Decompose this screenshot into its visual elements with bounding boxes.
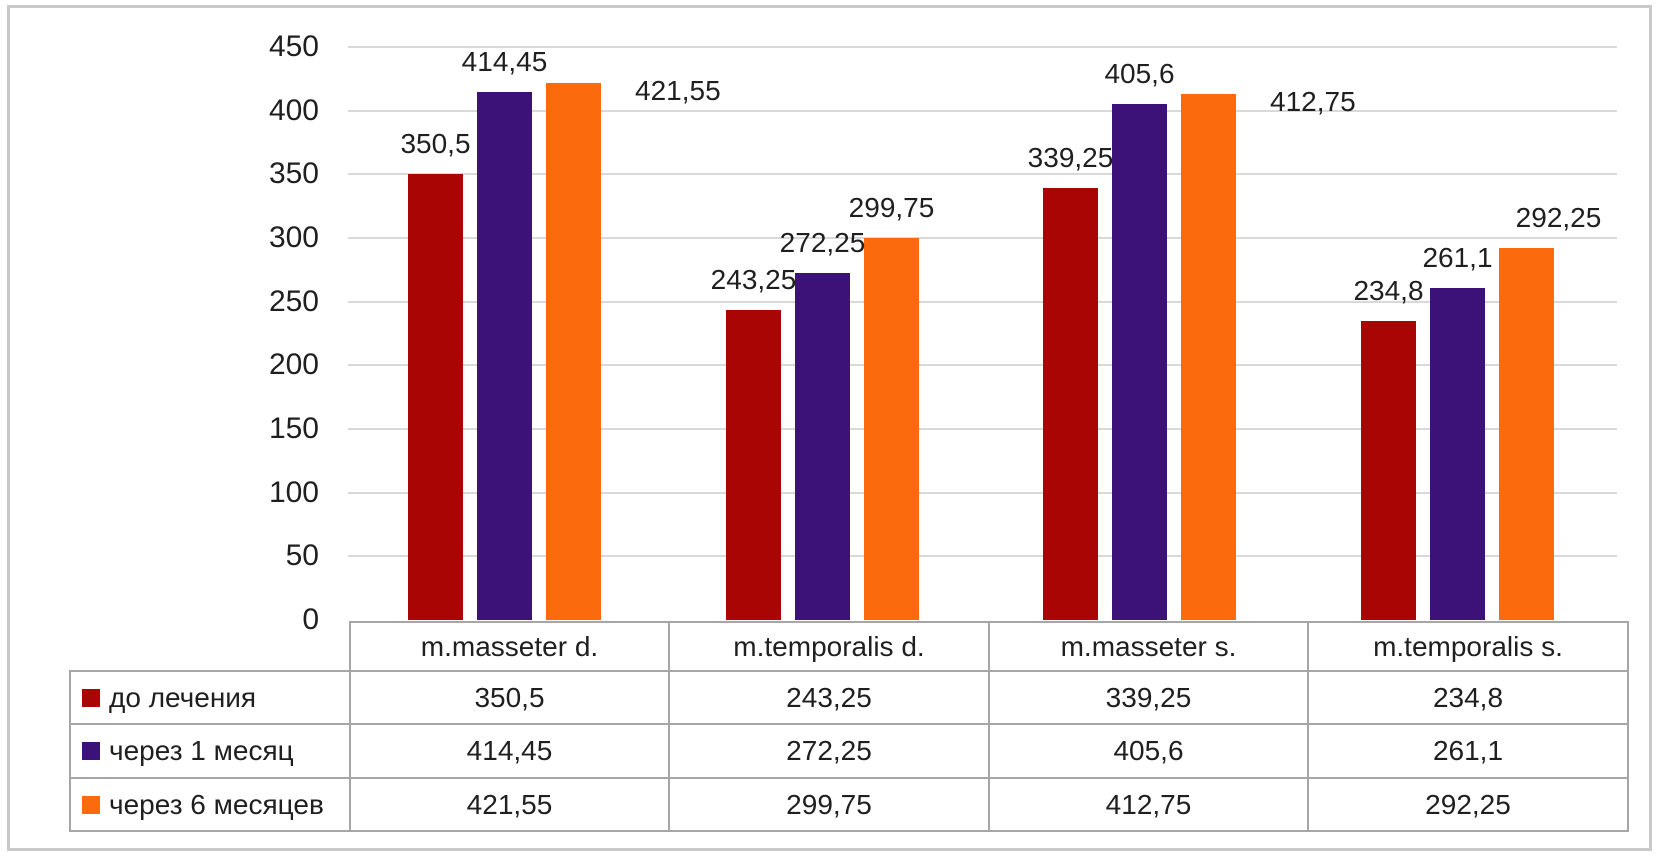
data-label-series3-cat2: 299,75 [848, 192, 935, 223]
bar-series1-cat3 [1043, 188, 1098, 620]
gridline-300 [348, 237, 1617, 239]
data-label-series2-cat2: 272,25 [779, 227, 866, 258]
data-label-series2-cat4: 261,1 [1422, 242, 1493, 273]
data-label-series3-cat3: 412,75 [1270, 86, 1356, 117]
table-header-cell-4: m.temporalis s. [1307, 621, 1629, 672]
bar-series3-cat3 [1181, 94, 1236, 620]
y-axis-tick-label-300: 300 [268, 221, 319, 254]
y-axis-tick-label-0: 0 [302, 603, 319, 636]
table-value-cell-r3-c2: 299,75 [668, 777, 990, 832]
legend-series-name: до лечения [109, 681, 257, 713]
table-value-cell-r2-c2: 272,25 [668, 723, 990, 779]
table-value-cell-r3-c4: 292,25 [1307, 777, 1629, 832]
bar-series3-cat1 [546, 83, 601, 620]
table-value-cell-r1-c2: 243,25 [668, 670, 990, 725]
y-axis-tick-label-450: 450 [268, 30, 319, 63]
data-label-series1-cat1: 350,5 [400, 128, 471, 159]
legend-cell-1: до лечения [69, 670, 351, 725]
y-axis-tick-label-50: 50 [285, 539, 319, 572]
data-label-series3-cat1: 421,55 [635, 75, 721, 106]
data-label-series2-cat1: 414,45 [461, 46, 548, 77]
y-axis-tick-label-400: 400 [268, 94, 319, 127]
table-value-cell-r2-c1: 414,45 [349, 723, 670, 779]
gridline-350 [348, 173, 1617, 175]
table-value-cell-r2-c4: 261,1 [1307, 723, 1629, 779]
y-axis-tick-label-150: 150 [268, 412, 319, 445]
gridline-50 [348, 555, 1617, 557]
bar-series1-cat4 [1361, 321, 1416, 620]
bar-series1-cat2 [726, 310, 781, 620]
table-row-2: через 1 месяц 414,45 272,25 405,6 261,1 [69, 723, 1629, 779]
y-axis-tick-label-250: 250 [268, 285, 319, 318]
table-header-cell-1: m.masseter d. [349, 621, 670, 672]
legend-series-name: через 6 месяцев [109, 788, 324, 820]
gridline-100 [348, 492, 1617, 494]
y-axis-tick-label-350: 350 [268, 157, 319, 190]
data-label-series1-cat3: 339,25 [1027, 142, 1114, 173]
table-row-1: до лечения 350,5 243,25 339,25 234,8 [69, 670, 1629, 725]
table-header-row: m.masseter d. m.temporalis d. m.masseter s… [70, 621, 1629, 672]
gridline-400 [348, 110, 1617, 112]
data-label-series1-cat2: 243,25 [710, 264, 797, 295]
bar-series3-cat4 [1499, 248, 1554, 620]
gridline-450 [348, 46, 1617, 48]
table-value-cell-r3-c1: 421,55 [349, 777, 670, 832]
bar-series1-cat1 [408, 174, 463, 620]
bar-series2-cat2 [795, 273, 850, 620]
bar-series3-cat2 [864, 238, 919, 620]
bar-series2-cat3 [1112, 104, 1167, 620]
table-value-cell-r3-c3: 412,75 [988, 777, 1309, 832]
data-label-series3-cat4: 292,25 [1515, 202, 1602, 233]
gridline-200 [348, 364, 1617, 366]
table-value-cell-r1-c1: 350,5 [349, 670, 670, 725]
table-value-cell-r1-c3: 339,25 [988, 670, 1309, 725]
table-header-cell-3: m.masseter s. [988, 621, 1309, 672]
table-header-cell-2: m.temporalis d. [668, 621, 990, 672]
legend-series-name: через 1 месяц [109, 735, 294, 766]
legend-entry: до лечения [72, 681, 348, 714]
legend-entry: через 1 месяц [72, 735, 348, 767]
legend-cell-3: через 6 месяцев [69, 777, 351, 832]
legend-swatch-icon [82, 742, 100, 760]
data-label-series2-cat3: 405,6 [1104, 58, 1175, 89]
gridline-150 [348, 428, 1617, 430]
bar-series2-cat4 [1430, 288, 1485, 620]
legend-entry: через 6 месяцев [72, 788, 348, 821]
data-label-series1-cat4: 234,8 [1353, 275, 1424, 306]
legend-swatch-icon [82, 688, 100, 707]
y-axis-tick-label-200: 200 [268, 348, 319, 381]
table-corner-empty [70, 622, 350, 671]
bar-series2-cat1 [477, 92, 532, 620]
table-value-cell-r1-c4: 234,8 [1307, 670, 1629, 725]
gridline-250 [348, 301, 1617, 303]
table-row-3: через 6 месяцев 421,55 299,75 412,75 292,25 [69, 777, 1629, 832]
table-value-cell-r2-c3: 405,6 [988, 723, 1309, 779]
y-axis-tick-label-100: 100 [268, 476, 319, 509]
legend-swatch-icon [82, 795, 100, 814]
legend-cell-2: через 1 месяц [69, 723, 351, 779]
data-table-with-legend: m.masseter d. m.temporalis d. m.masseter s… [69, 621, 1629, 832]
